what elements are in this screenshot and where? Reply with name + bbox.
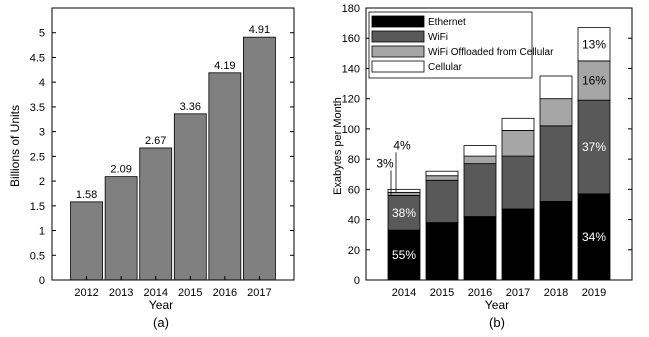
panel-b-y-tick-label: 40 bbox=[348, 215, 360, 227]
panel-b-bar-segment-2015-wifi bbox=[425, 179, 459, 223]
panel-b-y-tick-label: 120 bbox=[342, 94, 360, 106]
panel-a-plot-frame bbox=[51, 7, 295, 281]
panel-b-y-axis-label: Exabytes per Month bbox=[332, 97, 344, 195]
panel-a-data-label: 2.09 bbox=[110, 164, 131, 176]
panel-b-bar-segment-2014-cellular bbox=[387, 188, 421, 193]
panel-b-y-tick-label: 60 bbox=[348, 184, 360, 196]
panel-a-x-tick-label: 2017 bbox=[247, 287, 271, 299]
panel-b-annotation-label: 34% bbox=[582, 230, 606, 244]
panel-a-bar-2014 bbox=[139, 147, 173, 281]
panel-a-y-tick-label: 4 bbox=[39, 77, 45, 89]
panel-a-chart: Billions of Units Year (a) 0 0.5 1 1.5 2 2.5 3… bbox=[8, 7, 295, 330]
panel-b-caption: (b) bbox=[489, 315, 505, 330]
panel-b-legend-label: Ethernet bbox=[428, 17, 466, 28]
panel-a-y-tick-label: 0.5 bbox=[30, 250, 45, 262]
panel-a-bar-2016 bbox=[208, 72, 242, 281]
panel-b-annotation-label: 13% bbox=[582, 37, 606, 51]
panel-b-bar-segment-2017-wifi-offloaded-from-cellular bbox=[501, 129, 535, 157]
panel-a-y-tick-label: 4.5 bbox=[30, 52, 45, 64]
panel-b-y-tick-label: 0 bbox=[354, 275, 360, 287]
panel-a-x-tick-label: 2014 bbox=[143, 287, 167, 299]
panel-b-bar-segment-2017-wifi bbox=[501, 155, 535, 210]
panel-b-bar-segment-2018-ethernet bbox=[539, 201, 573, 281]
panel-b-annotation-label: 4% bbox=[393, 138, 411, 152]
panel-b-bar-segment-2019-ethernet bbox=[577, 193, 611, 281]
panel-a-bar-2015 bbox=[173, 113, 207, 281]
panel-b-x-tick-label: 2019 bbox=[582, 287, 606, 299]
panel-b-annotation-label: 55% bbox=[392, 248, 416, 262]
panel-b-x-axis-label: Year bbox=[485, 298, 509, 312]
panel-a-x-tick-label: 2013 bbox=[109, 287, 133, 299]
panel-b-bar-segment-2014-wifi-offloaded-from-cellular bbox=[387, 191, 421, 196]
panel-b-legend-label: WiFi Offloaded from Cellular bbox=[428, 47, 554, 58]
panel-a-y-tick-label: 0 bbox=[39, 275, 45, 287]
panel-b-bar-segment-2014-ethernet bbox=[387, 229, 421, 281]
panel-b-x-tick-label: 2016 bbox=[468, 287, 492, 299]
panel-b-legend-label: WiFi bbox=[428, 32, 448, 43]
panel-b-bar-segment-2017-cellular bbox=[501, 117, 535, 131]
panel-b-bar-segment-2019-cellular bbox=[577, 27, 611, 62]
panel-a-y-tick-label: 5 bbox=[39, 28, 45, 40]
panel-a-y-tick-label: 1 bbox=[39, 226, 45, 238]
panel-b-bar-segment-2015-wifi-offloaded-from-cellular bbox=[425, 175, 459, 181]
panel-b-x-tick-label: 2018 bbox=[544, 287, 568, 299]
panel-a-y-tick-label: 3.5 bbox=[30, 102, 45, 114]
panel-b-annotation-label: 38% bbox=[392, 206, 416, 220]
panel-a-bar-2012 bbox=[70, 201, 103, 281]
panel-b-bar-segment-2016-wifi-offloaded-from-cellular bbox=[463, 155, 497, 165]
panel-b-y-tick-label: 140 bbox=[342, 63, 360, 75]
panel-a-y-tick-label: 2.5 bbox=[30, 151, 45, 163]
panel-a-y-tick-label: 1.5 bbox=[30, 201, 45, 213]
panel-a-y-tick-label: 3 bbox=[39, 127, 45, 139]
panel-b-bar-segment-2016-ethernet bbox=[463, 216, 497, 281]
panel-b-chart: Exabytes per Month Year (b) 0 20 40 60 80 100… bbox=[332, 3, 633, 330]
panel-a-x-axis-label: Year bbox=[149, 298, 173, 312]
panel-b-y-tick-label: 80 bbox=[348, 154, 360, 166]
panel-b-bar-segment-2016-cellular bbox=[463, 145, 497, 157]
panel-b-legend-label: Cellular bbox=[428, 62, 463, 73]
panel-a-bar-2013 bbox=[104, 176, 138, 281]
panel-a-bar-2017 bbox=[243, 36, 276, 281]
panel-b-legend-swatch bbox=[371, 60, 425, 73]
panel-b-bar-segment-2018-wifi bbox=[539, 125, 573, 202]
panel-b-annotation-label: 16% bbox=[582, 74, 606, 88]
panel-b-bar-segment-2018-cellular bbox=[539, 75, 573, 100]
panel-b-y-tick-label: 160 bbox=[342, 33, 360, 45]
panel-b-bar-segment-2018-wifi-offloaded-from-cellular bbox=[539, 98, 573, 127]
panel-b-y-tick-label: 180 bbox=[342, 3, 360, 15]
panel-a-data-label: 4.19 bbox=[214, 60, 235, 72]
panel-b-y-tick-label: 20 bbox=[348, 245, 360, 257]
panel-b-bar-segment-2015-ethernet bbox=[425, 222, 459, 281]
panel-b-annotation-label: 37% bbox=[582, 140, 606, 154]
panel-b-x-tick-label: 2017 bbox=[506, 287, 530, 299]
panel-b-bar-segment-2019-wifi-offloaded-from-cellular bbox=[577, 60, 611, 101]
panel-b-bar-segment-2015-cellular bbox=[425, 170, 459, 177]
panel-b-legend-swatch bbox=[371, 15, 425, 28]
panel-b-x-tick-label: 2014 bbox=[392, 287, 416, 299]
panel-a-data-label: 2.67 bbox=[145, 135, 166, 147]
panel-b-y-tick-label: 100 bbox=[342, 124, 360, 136]
panel-a-x-tick-label: 2016 bbox=[213, 287, 237, 299]
panel-a-y-axis-label: Billions of Units bbox=[8, 105, 22, 187]
panel-a-y-tick-label: 2 bbox=[39, 176, 45, 188]
panel-a-data-label: 3.36 bbox=[180, 101, 201, 113]
panel-a-data-label: 4.91 bbox=[249, 24, 270, 36]
panel-b-bar-segment-2017-ethernet bbox=[501, 208, 535, 281]
panel-b-annotation-label: 3% bbox=[376, 156, 394, 170]
panel-a-data-label: 1.58 bbox=[76, 189, 97, 201]
panel-b-x-tick-label: 2015 bbox=[430, 287, 454, 299]
panel-b-plot-frame bbox=[365, 7, 633, 281]
panel-b-legend-swatch bbox=[371, 30, 425, 43]
panel-a-caption: (a) bbox=[153, 315, 169, 330]
panel-b-legend-swatch bbox=[371, 45, 425, 58]
panel-b-bar-segment-2016-wifi bbox=[463, 163, 497, 217]
panel-a-x-tick-label: 2015 bbox=[178, 287, 202, 299]
panel-a-x-tick-label: 2012 bbox=[74, 287, 98, 299]
